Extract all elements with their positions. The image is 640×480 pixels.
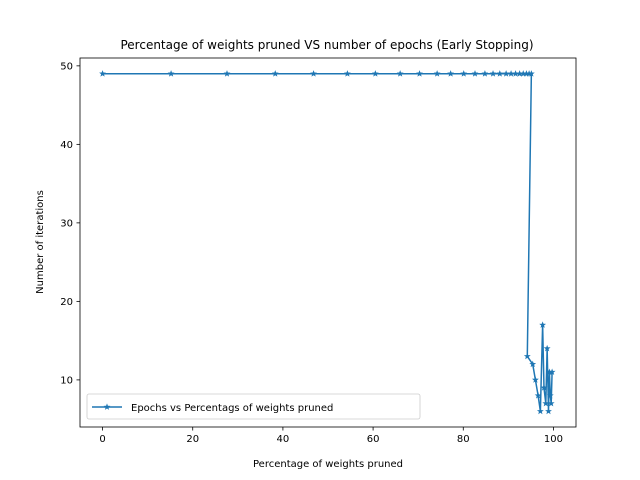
- data-point-star: [527, 70, 535, 77]
- data-point-star: [539, 321, 547, 328]
- data-point-star: [489, 70, 497, 77]
- plot-area: [99, 70, 556, 415]
- x-tick-label: 100: [544, 434, 563, 445]
- data-point-star: [548, 368, 556, 375]
- x-tick-label: 0: [99, 434, 105, 445]
- data-point-star: [531, 376, 539, 383]
- legend-label: Epochs vs Percentags of weights pruned: [131, 403, 333, 414]
- data-point-star: [545, 368, 553, 375]
- data-point-star: [534, 392, 542, 399]
- data-point-star: [512, 70, 519, 77]
- x-tick-label: 40: [277, 434, 290, 445]
- plot-frame: [79, 57, 577, 428]
- data-point-star: [547, 399, 555, 407]
- data-point-star: [460, 70, 468, 77]
- data-point-star: [371, 70, 379, 77]
- data-point-star: [271, 70, 279, 77]
- x-tick-label: 80: [457, 434, 470, 445]
- series-line: [102, 72, 553, 413]
- data-point-star: [343, 70, 351, 77]
- data-point-star: [502, 70, 510, 77]
- data-point-star: [496, 70, 504, 77]
- data-point-star: [507, 70, 515, 77]
- data-point-star: [536, 407, 544, 415]
- y-tick-label: 50: [60, 61, 73, 72]
- y-tick-label: 10: [60, 375, 73, 386]
- x-tick-label: 20: [186, 434, 199, 445]
- data-point-star: [546, 392, 554, 399]
- data-point-star: [471, 70, 479, 77]
- data-point-star: [447, 70, 455, 77]
- data-point-star: [523, 352, 531, 360]
- chart-title: Percentage of weights pruned VS number o…: [120, 38, 533, 52]
- legend: Epochs vs Percentags of weights pruned: [86, 393, 421, 420]
- y-tick-label: 30: [60, 218, 73, 229]
- data-point-star: [516, 70, 524, 77]
- y-axis: 10 20 30 40 50: [60, 61, 80, 386]
- y-axis-label: Number of iterations: [35, 190, 46, 294]
- data-point-star: [519, 70, 527, 77]
- data-point-star: [416, 70, 423, 77]
- data-point-star: [167, 70, 175, 77]
- data-point-star: [433, 70, 441, 77]
- y-tick-label: 20: [60, 297, 73, 308]
- data-point-star: [543, 344, 551, 352]
- data-point-star: [396, 70, 404, 77]
- data-point-star: [540, 384, 548, 391]
- data-point-star: [481, 70, 489, 77]
- legend-box: [86, 393, 421, 420]
- data-point-star: [542, 399, 550, 407]
- y-tick-label: 40: [60, 140, 73, 151]
- data-point-star: [99, 70, 106, 77]
- data-point-star: [522, 70, 530, 77]
- x-axis-label: Percentage of weights pruned: [253, 459, 403, 470]
- x-tick-label: 60: [367, 434, 380, 445]
- data-point-star: [310, 70, 317, 77]
- data-point-star: [529, 360, 537, 368]
- data-point-star: [545, 407, 552, 415]
- x-axis: 0 20 40 60 80 100: [99, 427, 563, 445]
- data-point-star: [223, 70, 231, 77]
- legend-star-marker: [103, 403, 111, 410]
